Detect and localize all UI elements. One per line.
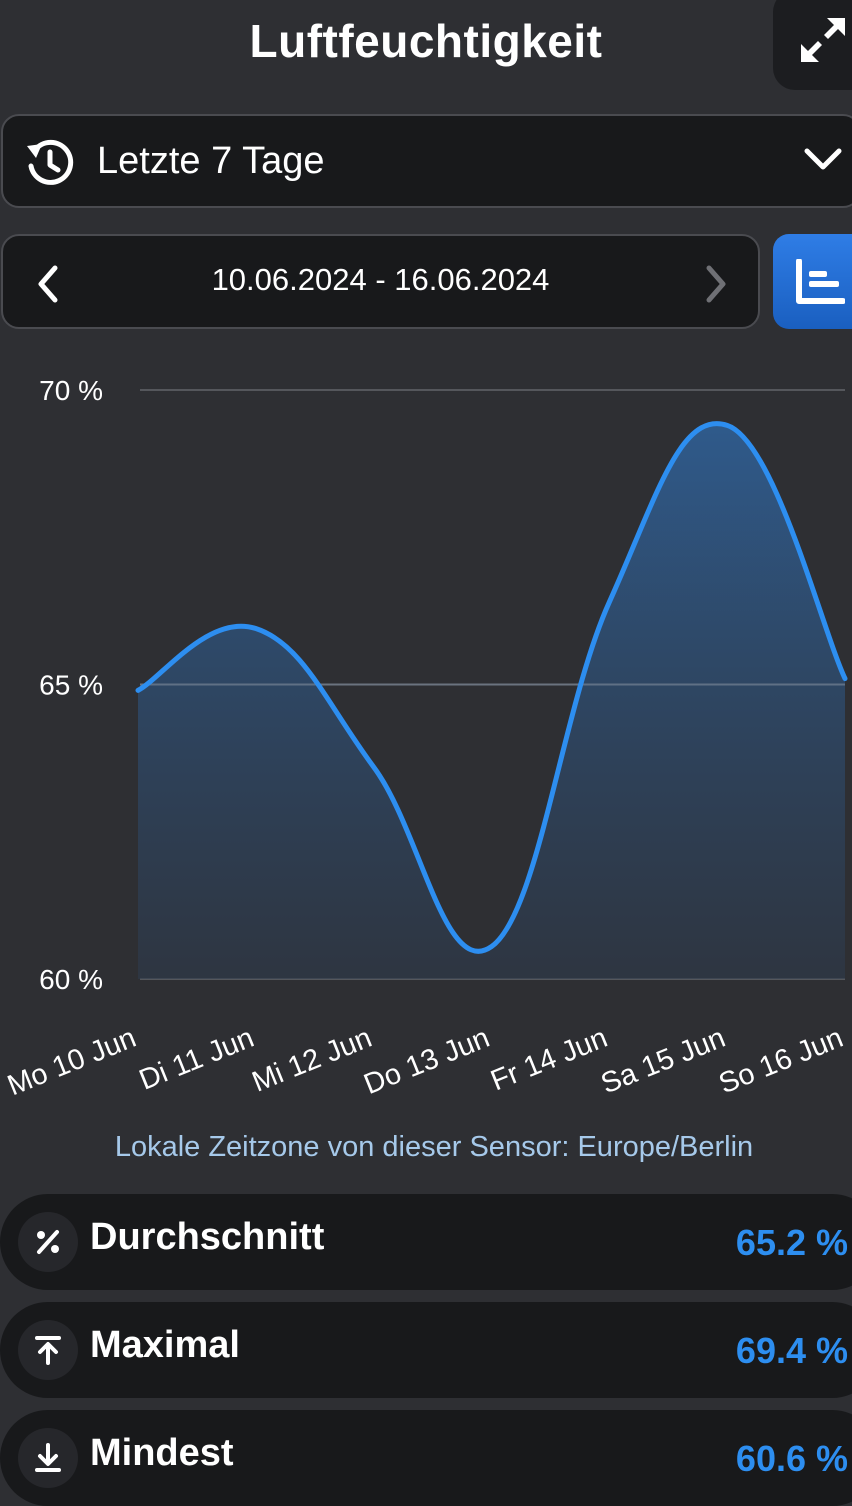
data-point [135, 687, 141, 693]
chart-icon [796, 259, 845, 304]
y-tick-label: 70 % [39, 375, 103, 406]
x-tick-label: Di 11 Jun [135, 1022, 259, 1097]
date-range-label: 10.06.2024 - 16.06.2024 [211, 262, 550, 297]
stat-minimum-label: Mindest [90, 1432, 234, 1474]
x-tick-label: Sa 15 Jun [597, 1022, 730, 1101]
stat-average-value: 65.2 % [735, 1222, 848, 1263]
stat-maximum: Maximal 69.4 % [0, 1302, 852, 1398]
chevron-left-icon[interactable] [33, 264, 63, 304]
arrow-up-to-line-icon [35, 1336, 61, 1365]
x-tick-label: Mi 12 Jun [248, 1022, 377, 1099]
x-tick-label: Fr 14 Jun [486, 1022, 612, 1098]
stat-average: Durchschnitt 65.2 % [0, 1194, 852, 1290]
data-point [371, 764, 377, 770]
chevron-right-icon[interactable] [701, 264, 731, 304]
stat-minimum: Mindest 60.6 % [0, 1410, 852, 1506]
expand-icon [801, 18, 845, 62]
time-range-dropdown[interactable]: Letzte 7 Tage [1, 114, 852, 208]
arrow-down-to-line-icon [35, 1443, 61, 1472]
history-icon [27, 139, 74, 185]
humidity-area [138, 423, 845, 979]
chart-view-button[interactable] [773, 234, 852, 329]
data-point [724, 422, 730, 428]
stat-maximum-label: Maximal [90, 1324, 240, 1366]
data-point [489, 944, 495, 950]
stat-average-label: Durchschnitt [90, 1216, 325, 1258]
y-tick-label: 65 % [39, 670, 103, 701]
stat-minimum-value: 60.6 % [735, 1438, 848, 1479]
time-range-label: Letzte 7 Tage [97, 140, 325, 182]
data-point [842, 676, 848, 682]
percent-icon [37, 1230, 59, 1254]
x-tick-label: Mo 10 Jun [3, 1022, 141, 1102]
data-point [253, 626, 259, 632]
y-tick-label: 60 % [39, 964, 103, 995]
page-title: Luftfeuchtigkeit [249, 15, 603, 67]
x-tick-label: Do 13 Jun [360, 1022, 495, 1101]
date-navigator: 10.06.2024 - 16.06.2024 [1, 234, 760, 329]
stat-maximum-value: 69.4 % [735, 1330, 848, 1371]
humidity-line [135, 421, 848, 954]
data-point [606, 599, 612, 605]
x-tick-label: So 16 Jun [715, 1022, 848, 1101]
timezone-note: Lokale Zeitzone von dieser Sensor: Europ… [114, 1131, 754, 1163]
expand-button[interactable] [773, 0, 852, 90]
chevron-down-icon [804, 148, 842, 170]
